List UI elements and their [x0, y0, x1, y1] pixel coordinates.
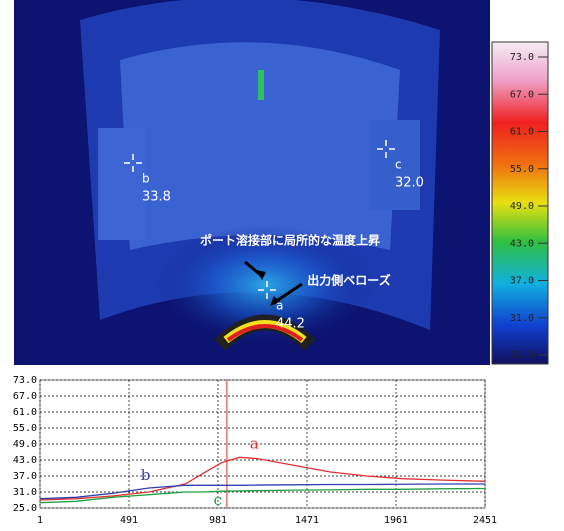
spot-name: a [276, 299, 283, 313]
x-tick-label: 1471 [295, 515, 319, 526]
y-tick-label: 37.0 [13, 471, 37, 482]
colorbar-label: 25.0 [510, 350, 534, 361]
x-tick-label: 981 [209, 515, 227, 526]
colorbar-label: 43.0 [510, 238, 534, 249]
colorbar-label: 67.0 [510, 89, 534, 100]
spot-value: 44.2 [276, 317, 305, 332]
spot-value: 33.8 [142, 190, 171, 205]
colorbar-label: 49.0 [510, 201, 534, 212]
colorbar-label: 31.0 [510, 313, 534, 324]
series-label: b [141, 466, 151, 484]
y-tick-label: 55.0 [13, 423, 37, 434]
series-label: a [250, 435, 259, 453]
x-tick-label: 1 [37, 515, 43, 526]
colorbar-label: 73.0 [510, 52, 534, 63]
spot-name: b [142, 172, 150, 186]
y-tick-label: 67.0 [13, 391, 37, 402]
annotation: 出力側ベローズ [307, 273, 390, 288]
series-label: c [213, 491, 221, 509]
x-tick-label: 491 [120, 515, 138, 526]
y-tick-label: 49.0 [13, 439, 37, 450]
annotation: ポート溶接部に局所的な温度上昇 [200, 233, 380, 248]
y-tick-label: 25.0 [13, 503, 37, 514]
y-tick-label: 73.0 [13, 375, 37, 386]
colorbar-label: 37.0 [510, 276, 534, 287]
y-tick-label: 61.0 [13, 407, 37, 418]
screen: ポート溶接部に局所的な温度上昇 出力側ベローズ 73.0 67.0 61.0 55.0… [0, 0, 564, 527]
y-tick-label: 31.0 [13, 487, 37, 498]
y-tick-label: 43.0 [13, 455, 37, 466]
spot-name: c [395, 158, 402, 172]
colorbar-label: 55.0 [510, 164, 534, 175]
colorbar-label: 61.0 [510, 127, 534, 138]
spot-value: 32.0 [395, 176, 424, 191]
x-tick-label: 2451 [473, 515, 497, 526]
x-tick-label: 1961 [384, 515, 408, 526]
